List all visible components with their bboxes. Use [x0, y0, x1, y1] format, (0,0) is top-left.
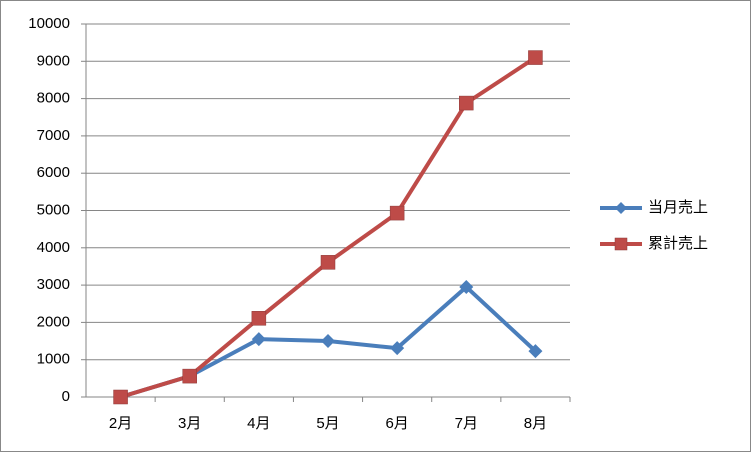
x-tick-label: 4月 [247, 415, 270, 432]
x-tick-label: 5月 [316, 415, 339, 432]
data-point [320, 255, 336, 270]
data-point [528, 344, 543, 359]
data-point [459, 95, 474, 111]
data-point [390, 341, 405, 356]
y-tick-label: 9000 [37, 52, 70, 69]
y-tick-label: 6000 [37, 164, 70, 181]
y-tick-label: 10000 [28, 15, 70, 32]
y-tick-label: 1000 [37, 351, 70, 368]
data-point [113, 389, 128, 405]
data-point [459, 279, 474, 294]
y-tick-label: 4000 [37, 239, 70, 256]
y-tick-label: 2000 [37, 313, 70, 330]
y-tick-label: 7000 [37, 127, 70, 144]
data-point [251, 332, 266, 347]
legend-label: 当月売上 [648, 199, 708, 216]
data-point [528, 50, 543, 65]
legend-label: 累計売上 [648, 235, 708, 252]
legend-swatch-marker [614, 237, 628, 251]
x-tick-label: 8月 [524, 415, 547, 432]
y-tick-label: 8000 [37, 90, 70, 107]
data-point [321, 334, 335, 349]
x-tick-label: 2月 [109, 415, 132, 432]
x-tick-label: 3月 [178, 415, 201, 432]
y-tick-label: 0 [62, 388, 70, 405]
x-tick-label: 7月 [455, 415, 478, 432]
data-point [182, 368, 197, 384]
y-tick-label: 3000 [37, 276, 70, 293]
legend-swatch-marker [615, 202, 627, 214]
y-tick-label: 5000 [37, 201, 70, 218]
data-point [251, 311, 267, 326]
x-tick-label: 6月 [385, 415, 408, 432]
data-point [389, 205, 405, 221]
